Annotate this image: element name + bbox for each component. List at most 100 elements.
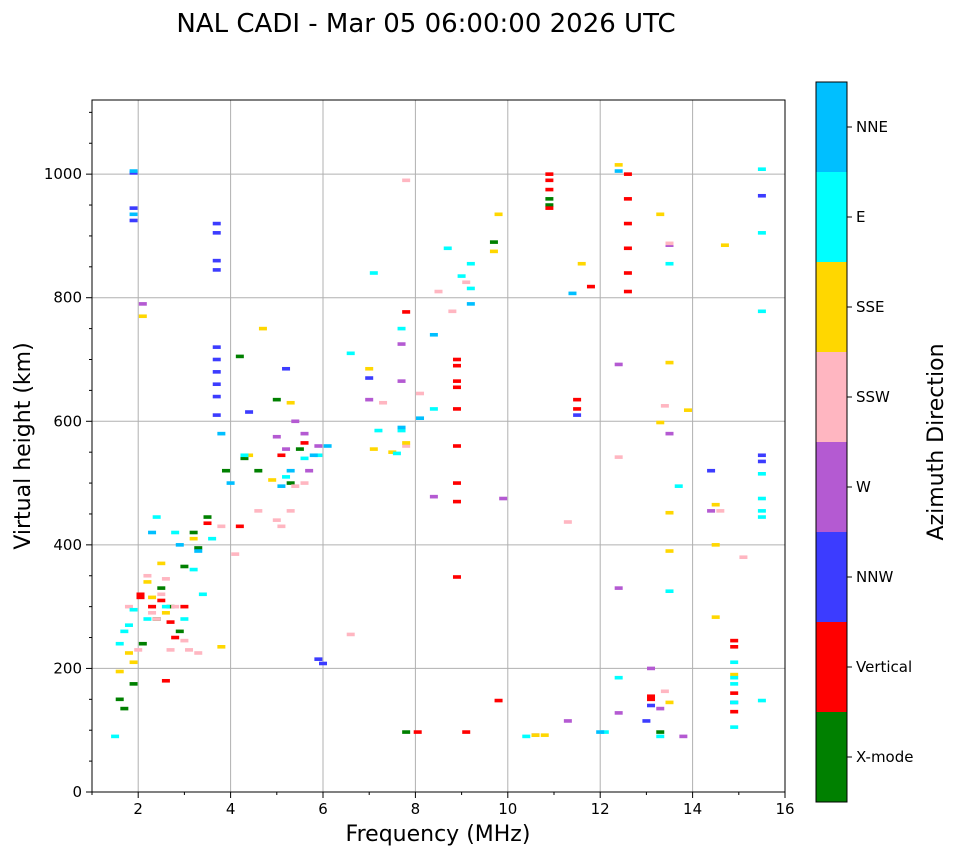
data-point (369, 271, 378, 275)
series-nne (129, 169, 623, 734)
data-point (171, 635, 180, 640)
data-point (711, 543, 720, 547)
data-point (157, 592, 166, 597)
data-point (757, 472, 766, 476)
data-point (212, 345, 221, 349)
data-point (402, 730, 411, 734)
data-point (716, 509, 725, 513)
data-point (143, 573, 152, 578)
data-point (198, 592, 207, 597)
data-point (573, 407, 582, 411)
data-point (166, 620, 175, 624)
data-point (647, 666, 656, 671)
data-point (379, 400, 388, 405)
data-point (319, 661, 327, 666)
data-point (268, 478, 277, 482)
x-tick-label: 4 (226, 800, 236, 818)
data-point (217, 431, 226, 436)
data-point (757, 167, 766, 171)
data-point (647, 697, 656, 702)
data-point (148, 530, 157, 535)
data-point (757, 453, 766, 458)
data-point (730, 672, 739, 677)
data-point (623, 172, 632, 176)
data-point (429, 332, 438, 337)
data-point (115, 669, 124, 674)
y-tick-label: 600 (53, 412, 82, 430)
colorbar-swatch (816, 712, 847, 802)
data-point (148, 604, 157, 609)
data-point (129, 206, 138, 210)
data-point (369, 447, 378, 451)
data-point (707, 509, 716, 513)
data-point (180, 564, 189, 569)
data-point (757, 509, 766, 513)
y-tick-label: 1000 (44, 165, 82, 183)
colorbar-tick-label: X-mode (856, 748, 913, 766)
data-point (254, 509, 263, 513)
data-point (203, 515, 212, 519)
colorbar-tick-label: W (856, 478, 871, 496)
data-point (152, 617, 161, 621)
data-point (221, 468, 230, 473)
data-point (466, 286, 475, 291)
colorbar-swatch (816, 172, 847, 262)
data-point (314, 444, 323, 448)
data-point (452, 363, 461, 368)
data-point (466, 261, 475, 266)
data-point (157, 586, 166, 590)
colorbar-swatch (816, 532, 847, 622)
data-point (217, 524, 226, 529)
data-point (291, 484, 300, 488)
data-point (665, 431, 674, 436)
colorbar-swatch (816, 262, 847, 352)
data-point (115, 697, 124, 702)
colorbar-tick-label: SSW (856, 388, 890, 406)
data-point (730, 682, 739, 686)
data-point (545, 197, 554, 201)
data-point (129, 218, 138, 223)
data-point (545, 203, 554, 207)
data-point (203, 521, 212, 526)
data-point (138, 314, 147, 319)
data-point (189, 567, 198, 572)
data-point (656, 212, 665, 217)
colorbar-swatch (816, 352, 847, 442)
data-point (277, 484, 286, 488)
data-point (245, 410, 254, 414)
data-point (397, 379, 406, 383)
data-point (499, 496, 508, 501)
y-tick-label: 400 (53, 536, 82, 554)
data-point (212, 258, 221, 263)
data-point (111, 734, 120, 739)
data-point (171, 530, 180, 535)
data-point (452, 407, 461, 411)
y-axis-ticks: 0 200 400 600 800 1000 (44, 111, 92, 801)
data-point (656, 734, 665, 739)
data-point (185, 648, 194, 652)
series-nnw (129, 171, 766, 723)
data-point (129, 682, 138, 686)
data-point (600, 730, 609, 734)
data-point (665, 241, 674, 246)
data-point (402, 441, 411, 445)
colorbar-tick-label: Vertical (856, 658, 912, 676)
data-point (136, 592, 145, 597)
data-point (429, 407, 438, 411)
data-point (129, 169, 138, 173)
data-point (397, 342, 406, 346)
data-point (665, 589, 674, 593)
data-point (180, 604, 189, 609)
data-point (323, 444, 332, 448)
data-point (462, 730, 471, 734)
data-point (120, 629, 129, 634)
data-point (522, 734, 531, 739)
data-point (171, 604, 180, 609)
data-point (309, 453, 318, 458)
x-tick-label: 12 (591, 800, 610, 818)
data-point (208, 536, 217, 541)
data-point (494, 698, 503, 703)
data-point (212, 382, 221, 387)
data-point (711, 615, 720, 619)
